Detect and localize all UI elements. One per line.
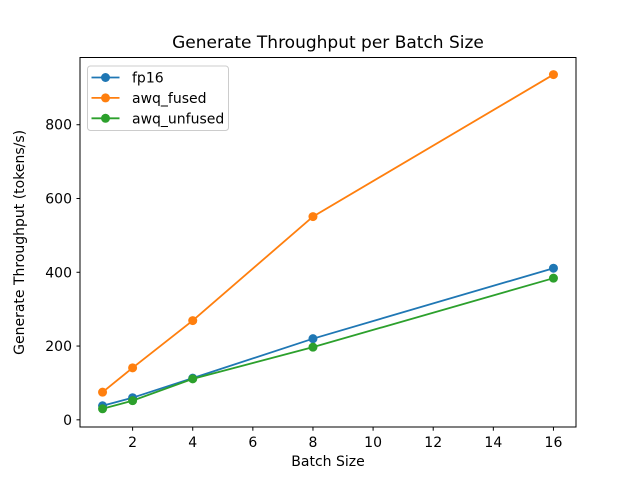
x-tick-label: 8 <box>309 435 318 451</box>
legend-label-awq_unfused: awq_unfused <box>132 111 224 127</box>
plot-series <box>98 70 558 414</box>
data-point-awq_unfused-bs1 <box>98 404 108 414</box>
legend-marker-awq_fused <box>101 93 110 103</box>
legend-label-fp16: fp16 <box>132 71 164 87</box>
legend: fp16 awq_fused awq_unfused <box>87 65 229 131</box>
y-axis-label: Generate Throughput (tokens/s) <box>12 130 28 355</box>
legend-frame <box>87 65 229 131</box>
x-tick-label: 14 <box>484 435 502 451</box>
y-tick-label: 0 <box>63 413 72 429</box>
data-point-awq_fused-bs8 <box>308 212 318 222</box>
data-point-fp16-bs16 <box>548 263 558 273</box>
data-point-fp16-bs8 <box>308 334 318 344</box>
data-point-awq_fused-bs4 <box>188 316 198 326</box>
y-tick-label: 200 <box>45 339 72 355</box>
data-point-awq_unfused-bs16 <box>548 273 558 283</box>
x-tick-label: 2 <box>128 435 137 451</box>
series-line-fp16 <box>101 267 555 407</box>
axis-ticks: 2 4 6 8 10 12 14 16 0 200 400 600 800 <box>45 118 562 451</box>
y-tick-label: 600 <box>45 192 72 208</box>
data-point-awq_fused-bs16 <box>548 70 558 80</box>
x-tick-label: 6 <box>248 435 257 451</box>
x-tick-label: 12 <box>424 435 442 451</box>
data-point-awq_unfused-bs2 <box>128 396 138 406</box>
data-point-awq_fused-bs2 <box>128 363 138 373</box>
x-tick-label: 4 <box>188 435 197 451</box>
y-tick-label: 400 <box>45 265 72 281</box>
data-point-awq_unfused-bs8 <box>308 342 318 352</box>
x-axis-label: Batch Size <box>291 454 364 470</box>
chart-title: Generate Throughput per Batch Size <box>172 33 484 53</box>
x-tick-label: 16 <box>545 435 563 451</box>
data-point-awq_unfused-bs4 <box>188 374 198 384</box>
series-line-awq_unfused <box>101 277 555 410</box>
legend-label-awq_fused: awq_fused <box>132 91 207 107</box>
y-tick-label: 800 <box>45 118 72 134</box>
legend-marker-awq_unfused <box>101 113 110 123</box>
x-tick-label: 10 <box>364 435 382 451</box>
plot-border <box>79 57 577 428</box>
legend-marker-fp16 <box>101 73 110 82</box>
plot-spines <box>79 57 577 428</box>
data-point-awq_fused-bs1 <box>98 387 108 397</box>
